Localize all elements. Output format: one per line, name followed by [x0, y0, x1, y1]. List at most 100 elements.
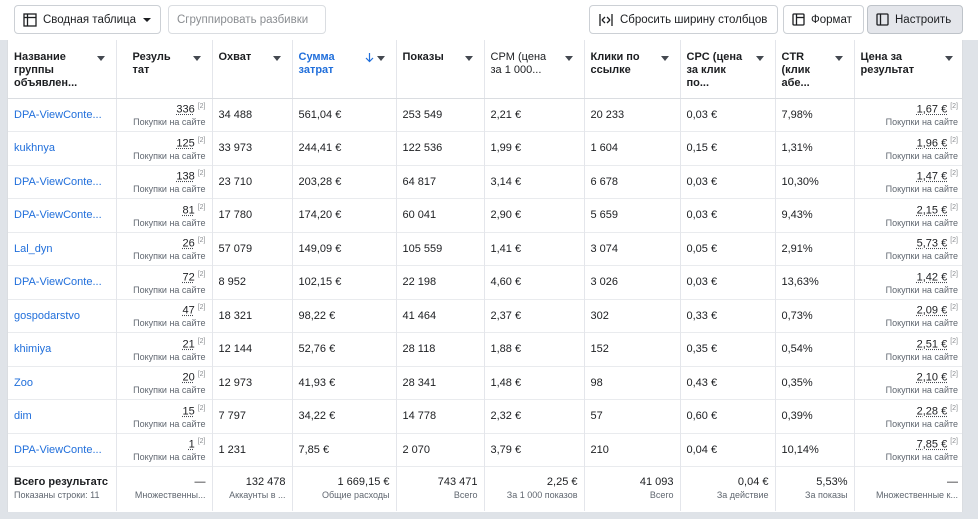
column-menu-icon[interactable]: [94, 52, 108, 64]
cost-per-result-value[interactable]: 2,10 €: [916, 372, 948, 385]
cell-ctr: 9,43%: [775, 198, 855, 232]
result-value[interactable]: 47: [182, 305, 195, 318]
result-value[interactable]: 72: [182, 271, 195, 284]
ad-set-name-link[interactable]: dim: [14, 410, 32, 423]
table-row[interactable]: Zoo 20 [2] Покупки на сайте 12 973 41,93 €28 …: [8, 366, 962, 400]
cost-per-result-value[interactable]: 2,15 €: [916, 204, 948, 217]
table-row[interactable]: khimiya 21 [2] Покупки на сайте 12 144 52,76 …: [8, 332, 962, 366]
table-row[interactable]: DPA-ViewConte... 336 [2] Покупки на сайте 34…: [8, 98, 962, 132]
format-icon: [792, 13, 805, 26]
column-menu-icon[interactable]: [462, 52, 476, 64]
column-menu-icon[interactable]: [374, 52, 388, 64]
cell-link-clicks: 210: [584, 433, 681, 467]
cell-spend: 34,22 €: [292, 399, 397, 433]
cell-cost-per-result: 2,10 € [2] Покупки на сайте: [854, 366, 962, 400]
column-menu-icon[interactable]: [562, 52, 576, 64]
cost-per-result-value[interactable]: 7,85 €: [916, 439, 948, 452]
ad-set-name-link[interactable]: DPA-ViewConte...: [14, 276, 102, 289]
column-menu-icon[interactable]: [270, 52, 284, 64]
cell-impressions: 28 118: [396, 332, 485, 366]
cost-per-result-value[interactable]: 1,67 €: [916, 104, 948, 117]
table-row[interactable]: DPA-ViewConte... 81 [2] Покупки на сайте 17 …: [8, 198, 962, 232]
result-type: Покупки на сайте: [133, 418, 206, 429]
table-row[interactable]: gospodarstvo 47 [2] Покупки на сайте 18 321 9…: [8, 299, 962, 333]
cost-per-result-type: Покупки на сайте: [885, 385, 958, 396]
cell-impressions: 41 464: [396, 299, 485, 333]
arrow-down-icon: [365, 53, 373, 63]
result-value[interactable]: 1: [188, 439, 195, 452]
column-header-name[interactable]: Название группы объявлен...: [8, 40, 117, 99]
reset-column-width-button[interactable]: Сбросить ширину столбцов: [589, 5, 778, 34]
result-value[interactable]: 125: [176, 137, 195, 150]
cost-per-result-value[interactable]: 1,96 €: [916, 137, 948, 150]
column-menu-icon[interactable]: [753, 52, 767, 64]
cell-result: 72 [2] Покупки на сайте: [116, 265, 213, 299]
cell-result: 125 [2] Покупки на сайте: [116, 131, 213, 165]
ad-set-name-link[interactable]: DPA-ViewConte...: [14, 443, 102, 456]
column-header-spend[interactable]: Сумма затрат: [292, 40, 397, 99]
cell-ad-set-name: khimiya: [8, 332, 117, 366]
totals-cpr: —: [947, 475, 958, 488]
column-header-cpc[interactable]: CPC (цена за клик по...: [680, 40, 776, 99]
column-menu-icon[interactable]: [190, 52, 204, 64]
group-breakdowns-button[interactable]: Сгруппировать разбивки: [168, 5, 326, 34]
ad-set-name-link[interactable]: Lal_dyn: [14, 242, 53, 255]
cell-result: 336 [2] Покупки на сайте: [116, 98, 213, 132]
cost-per-result-value[interactable]: 1,42 €: [916, 271, 948, 284]
cost-per-result-value[interactable]: 2,51 €: [916, 338, 948, 351]
configure-button[interactable]: Настроить: [867, 5, 963, 34]
column-menu-icon[interactable]: [832, 52, 846, 64]
result-value[interactable]: 21: [182, 338, 195, 351]
cost-per-result-value[interactable]: 2,09 €: [916, 305, 948, 318]
table-row[interactable]: DPA-ViewConte... 1 [2] Покупки на сайте 1 23…: [8, 433, 962, 467]
result-value[interactable]: 26: [182, 238, 195, 251]
totals-impressions-cell: 743 471 Всего: [396, 466, 485, 511]
table-row[interactable]: Lal_dyn 26 [2] Покупки на сайте 57 079 149,09…: [8, 232, 962, 266]
totals-ctr-sub: За показы: [805, 489, 848, 500]
ad-set-name-link[interactable]: kukhnya: [14, 142, 55, 155]
result-value[interactable]: 15: [182, 405, 195, 418]
table-row[interactable]: DPA-ViewConte... 72 [2] Покупки на сайте 8 9…: [8, 265, 962, 299]
cost-per-result-value[interactable]: 2,28 €: [916, 405, 948, 418]
column-header-impressions[interactable]: Показы: [396, 40, 485, 99]
format-button[interactable]: Формат: [783, 5, 864, 34]
column-header-reach[interactable]: Охват: [212, 40, 293, 99]
cell-reach: 8 952: [212, 265, 293, 299]
ad-set-name-link[interactable]: DPA-ViewConte...: [14, 108, 102, 121]
pivot-table-label: Сводная таблица: [43, 13, 137, 26]
cost-per-result-type: Покупки на сайте: [885, 217, 958, 228]
column-header-label: Цена за результат: [860, 51, 915, 76]
ad-set-name-link[interactable]: DPA-ViewConte...: [14, 209, 102, 222]
cost-per-result-value[interactable]: 1,47 €: [916, 171, 948, 184]
result-value[interactable]: 336: [176, 104, 195, 117]
ad-set-name-link[interactable]: DPA-ViewConte...: [14, 175, 102, 188]
column-header-cpm[interactable]: CPM (цена за 1 000...: [484, 40, 585, 99]
table-row[interactable]: kukhnya 125 [2] Покупки на сайте 33 973 244,4…: [8, 131, 962, 165]
table-row[interactable]: DPA-ViewConte... 138 [2] Покупки на сайте 23…: [8, 165, 962, 199]
ad-set-name-link[interactable]: Zoo: [14, 376, 33, 389]
column-header-result[interactable]: Резуль тат: [116, 40, 213, 99]
cell-cpc: 0,03 €: [680, 98, 776, 132]
cell-spend: 203,28 €: [292, 165, 397, 199]
column-header-cost-per-result[interactable]: Цена за результат: [854, 40, 962, 99]
result-value[interactable]: 138: [176, 171, 195, 184]
column-header-link-clicks[interactable]: Клики по ссылке: [584, 40, 681, 99]
table-body: DPA-ViewConte... 336 [2] Покупки на сайте 34…: [8, 98, 962, 467]
cost-per-result-type: Покупки на сайте: [885, 117, 958, 128]
table-row[interactable]: dim 15 [2] Покупки на сайте 7 797 34,22 €14 7…: [8, 399, 962, 433]
cell-cost-per-result: 1,67 € [2] Покупки на сайте: [854, 98, 962, 132]
chevron-down-icon: [143, 17, 152, 22]
column-header-ctr[interactable]: CTR (клик абе...: [775, 40, 855, 99]
column-menu-icon[interactable]: [942, 52, 956, 64]
cell-impressions: 28 341: [396, 366, 485, 400]
ad-set-name-link[interactable]: khimiya: [14, 343, 52, 356]
totals-reach: 132 478: [245, 475, 286, 488]
result-value[interactable]: 81: [182, 204, 195, 217]
ad-set-name-link[interactable]: gospodarstvo: [14, 309, 81, 322]
column-menu-icon[interactable]: [658, 52, 672, 64]
cost-per-result-value[interactable]: 5,73 €: [916, 238, 948, 251]
pivot-table-icon: [23, 12, 37, 27]
result-value[interactable]: 20: [182, 372, 195, 385]
cost-per-result-footnote: [2]: [950, 404, 958, 412]
pivot-table-dropdown[interactable]: Сводная таблица: [14, 5, 161, 34]
